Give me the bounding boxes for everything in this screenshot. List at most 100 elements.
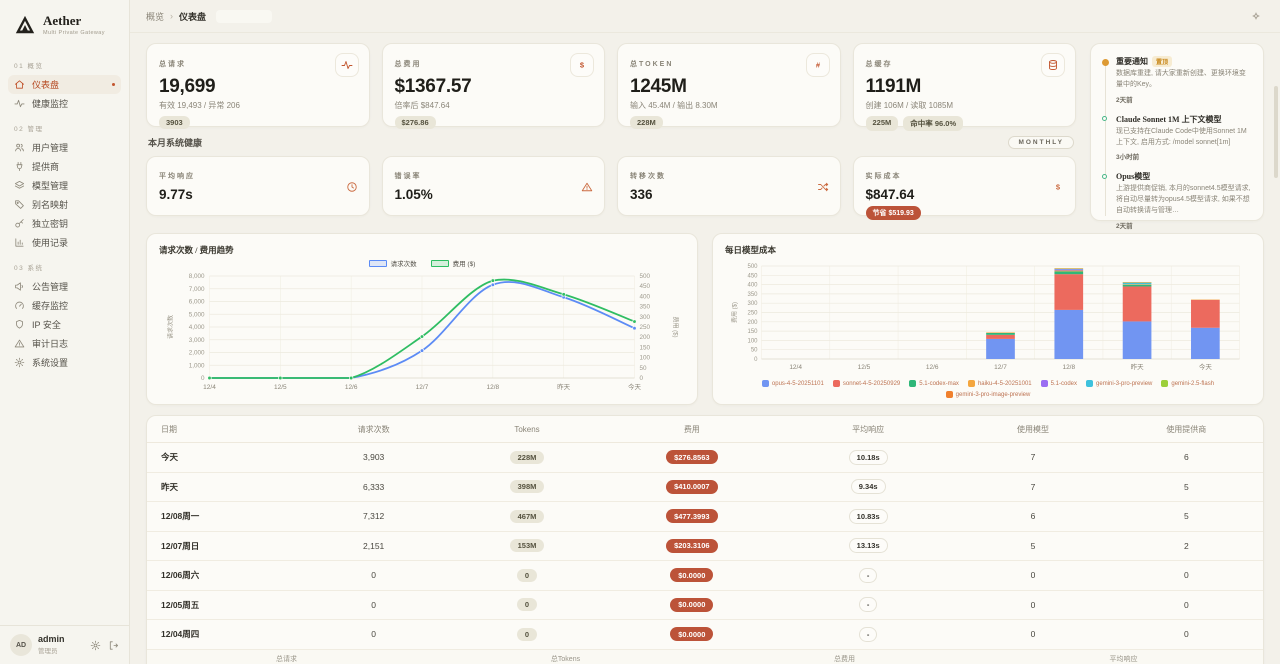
sidebar-item-tag[interactable]: 别名映射 [8, 195, 121, 214]
sidebar-item-plug[interactable]: 提供商 [8, 157, 121, 176]
legend-item[interactable]: gemini-3-pro-preview [1086, 380, 1152, 387]
home-icon [14, 79, 25, 90]
avatar: AD [10, 634, 32, 656]
svg-text:150: 150 [640, 344, 651, 351]
legend-item[interactable]: sonnet-4-5-20250929 [832, 380, 900, 387]
svg-text:12/6: 12/6 [926, 364, 939, 371]
plug-icon [14, 161, 25, 172]
svg-text:250: 250 [640, 324, 651, 331]
scrollbar-thumb[interactable] [1274, 86, 1278, 178]
sidebar-item-triangle[interactable]: 审计日志 [8, 334, 121, 353]
stat-value: $1367.57 [394, 76, 472, 97]
legend-swatch [1086, 380, 1094, 387]
breadcrumb-root[interactable]: 概览 [146, 11, 165, 22]
notice-item[interactable]: 重要通知 置顶 数据库重建, 请大家重新创建、更换环境变量中的Key。 2天前 [1102, 56, 1252, 104]
legend-item[interactable]: gemini-3-pro-image-preview [945, 391, 1030, 398]
svg-text:4,000: 4,000 [189, 324, 205, 331]
legend-item[interactable]: gemini-2.5-flash [1161, 380, 1214, 387]
legend-item[interactable]: 5.1-codex-max [909, 380, 959, 387]
footer-summary-cell: 总费用 $1367.5668 [705, 654, 984, 664]
notice-title: 重要通知 [1116, 57, 1148, 66]
legend-item[interactable]: opus-4-5-20251101 [761, 380, 824, 387]
line-chart-card: 请求次数 / 费用趋势 请求次数 费用 ($) 0 1,000 2,000 3,000 4… [146, 233, 698, 405]
shield-icon [14, 319, 25, 330]
svg-text:12/8: 12/8 [1062, 364, 1075, 371]
notice-item[interactable]: Opus模型 上游提供商促销, 本月的sonnet4.5模型请求, 将自动尽量转… [1102, 171, 1252, 230]
sidebar-item-chart[interactable]: 使用记录 [8, 233, 121, 252]
sidebar-item-key[interactable]: 独立密钥 [8, 214, 121, 233]
svg-text:8,000: 8,000 [189, 273, 205, 280]
sidebar-item-label: 公告管理 [32, 282, 69, 292]
cell-requests: 0 [371, 629, 377, 640]
health-card: 转移次数 336 [617, 156, 841, 216]
svg-text:#: # [815, 61, 820, 70]
sidebar-item-label: IP 安全 [32, 320, 61, 330]
sidebar-item-activity[interactable]: 健康监控 [8, 94, 121, 113]
svg-text:500: 500 [640, 273, 651, 280]
bar-chart-card: 每日模型成本 0 50 100 150 200 250 300 350 400 450 500 费用 … [712, 233, 1264, 405]
legend-swatch [1040, 380, 1048, 387]
sidebar-item-label: 独立密钥 [32, 219, 69, 229]
svg-text:150: 150 [747, 329, 758, 335]
svg-text:1,000: 1,000 [189, 362, 205, 369]
stat-label: 总费用 [394, 61, 422, 68]
sidebar-item-megaphone[interactable]: 公告管理 [8, 277, 121, 296]
cell-tokens-badge: 0 [516, 568, 538, 582]
sidebar-item-label: 审计日志 [32, 339, 69, 349]
sidebar-item-label: 用户管理 [32, 143, 69, 153]
sidebar-item-shield[interactable]: IP 安全 [8, 315, 121, 334]
legend-item[interactable]: 费用 ($) [430, 258, 475, 268]
health-card: 平均响应 9.77s [146, 156, 370, 216]
triangle-icon [14, 338, 25, 349]
sidebar-item-layers[interactable]: 模型管理 [8, 176, 121, 195]
user-settings-icon[interactable] [90, 640, 101, 651]
sidebar-item-label: 别名映射 [32, 200, 69, 210]
stat-badges: $276.86 [394, 116, 593, 129]
cell-cost-badge: $410.0007 [666, 479, 718, 494]
logout-icon[interactable] [108, 640, 119, 651]
savings-badge: 节省 $519.93 [865, 206, 921, 220]
notice-title: Opus模型 [1116, 172, 1151, 182]
stat-subtext: 倍率后 $847.64 [394, 101, 450, 110]
legend-item[interactable]: 5.1-codex [1040, 380, 1077, 387]
line-chart-title: 请求次数 / 费用趋势 [159, 245, 234, 255]
breadcrumb-separator: › [170, 11, 174, 21]
stat-badge: 225M [865, 116, 899, 131]
breadcrumb-skeleton [216, 9, 273, 23]
col-header-tokens: Tokens [514, 424, 540, 434]
notice-item[interactable]: Claude Sonnet 1M 上下文模型 现已支持在Claude Code中… [1102, 114, 1252, 162]
legend-swatch [909, 380, 917, 387]
cell-tokens-badge: 228M [509, 450, 545, 464]
svg-text:200: 200 [747, 320, 758, 326]
col-header-date: 日期 [161, 424, 177, 434]
notice-list: 重要通知 置顶 数据库重建, 请大家重新创建、更换环境变量中的Key。 2天前 … [1102, 56, 1252, 230]
health-label: 实际成本 [865, 173, 902, 180]
stat-subtext: 输入 45.4M / 输出 8.30M [630, 101, 718, 110]
legend-item[interactable]: 请求次数 [368, 258, 417, 268]
sidebar-item-gauge[interactable]: 缓存监控 [8, 296, 121, 315]
table-row: 今天 3,903 228M $276.8563 10.18s 7 6 [147, 443, 1263, 473]
health-row: 平均响应 9.77s 错误率 1.05% 转移次数 336 实际成本 $847.… [146, 156, 1076, 220]
table-row: 12/06周六 0 0 $0.0000 - 0 0 [147, 561, 1263, 591]
svg-text:昨天: 昨天 [557, 382, 571, 391]
svg-text:12/4: 12/4 [203, 384, 216, 391]
gauge-icon [14, 300, 25, 311]
cell-models: 0 [1030, 629, 1036, 640]
sidebar-item-gear[interactable]: 系统设置 [8, 353, 121, 372]
svg-text:12/7: 12/7 [416, 384, 429, 391]
cell-cost-badge: $203.3106 [666, 538, 718, 553]
health-label: 平均响应 [159, 173, 195, 180]
sidebar-item-users[interactable]: 用户管理 [8, 138, 121, 157]
sidebar-item-home[interactable]: 仪表盘 [8, 75, 121, 94]
layers-icon [14, 180, 25, 191]
stat-value: 1245M [630, 76, 687, 97]
svg-text:300: 300 [747, 301, 758, 307]
legend-swatch [761, 380, 769, 387]
refresh-sparkle-icon[interactable] [1250, 10, 1262, 22]
notice-time: 3小时前 [1116, 154, 1140, 162]
svg-text:50: 50 [640, 365, 648, 372]
svg-text:12/5: 12/5 [858, 364, 871, 371]
legend-item[interactable]: haiku-4-5-20251001 [967, 380, 1032, 387]
footer-label: 总费用 [834, 655, 855, 663]
cell-response-badge: - [858, 626, 878, 642]
